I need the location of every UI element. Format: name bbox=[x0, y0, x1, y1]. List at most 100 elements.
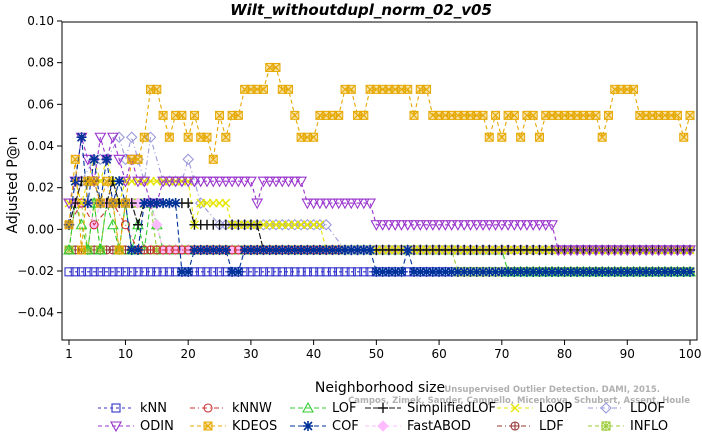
x-tick-label: 30 bbox=[243, 347, 258, 361]
data-point-knn bbox=[290, 267, 300, 277]
legend-item-cof: COF bbox=[290, 419, 359, 434]
legend-label: KDEOS bbox=[232, 419, 277, 434]
data-point-cof bbox=[170, 198, 181, 209]
data-point-cof bbox=[628, 266, 639, 277]
data-point-odin bbox=[219, 176, 232, 188]
data-point-cof bbox=[233, 266, 244, 277]
data-point-knn bbox=[334, 267, 344, 277]
data-point-cof bbox=[164, 198, 175, 209]
x-axis-label: Neighborhood size bbox=[315, 380, 445, 396]
data-point-cof bbox=[547, 266, 557, 277]
data-point-simplifiedlof bbox=[183, 198, 194, 209]
data-point-odin bbox=[539, 220, 552, 231]
series-kdeos bbox=[64, 62, 695, 255]
data-point-cof bbox=[647, 266, 658, 277]
data-point-odin bbox=[552, 245, 565, 257]
data-point-odin bbox=[646, 245, 659, 257]
data-point-odin bbox=[113, 154, 126, 166]
data-point-cof bbox=[496, 266, 507, 277]
data-point-knnw bbox=[89, 220, 99, 230]
data-point-knn bbox=[340, 267, 350, 277]
data-point-odin bbox=[307, 198, 320, 210]
data-point-cof bbox=[641, 266, 652, 277]
data-point-cof bbox=[616, 266, 626, 277]
data-point-kdeos bbox=[629, 84, 639, 94]
data-point-kdeos bbox=[597, 132, 607, 142]
data-point-odin bbox=[401, 220, 414, 231]
data-point-cof bbox=[609, 266, 620, 277]
data-point-knn bbox=[120, 267, 131, 277]
data-point-cof bbox=[634, 266, 645, 277]
data-point-odin bbox=[420, 220, 433, 231]
x-tick-label: 1 bbox=[65, 347, 73, 361]
data-point-knnw bbox=[158, 245, 168, 255]
y-axis-label: Adjusted P@n bbox=[5, 136, 21, 233]
watermark: Unsupervised Outlier Detection. DAMI, 20… bbox=[348, 385, 690, 406]
legend-item-knn: kNN bbox=[98, 401, 167, 416]
data-point-cof bbox=[390, 266, 401, 277]
data-point-knn bbox=[302, 267, 312, 277]
data-point-odin bbox=[671, 245, 684, 257]
legend-label: COF bbox=[332, 419, 359, 434]
legend-label: LDF bbox=[539, 419, 564, 434]
series-line-odin bbox=[68, 135, 690, 251]
axis-ticks: 1 10 20 30 40 50 60 70 80 90 100 −0.04 −0.02 0.00 0.02… bbox=[17, 14, 701, 361]
data-point-kdeos bbox=[77, 245, 87, 255]
data-point-knn bbox=[145, 267, 156, 277]
data-point-odin bbox=[445, 220, 458, 231]
legend-marker-odin bbox=[110, 421, 122, 433]
data-point-odin bbox=[157, 176, 170, 188]
series-line-ldof bbox=[68, 135, 690, 251]
data-point-odin bbox=[232, 176, 245, 188]
data-point-cof bbox=[371, 266, 382, 277]
data-point-cof bbox=[126, 244, 137, 255]
data-point-odin bbox=[357, 198, 370, 210]
data-point-odin bbox=[345, 198, 358, 210]
data-point-cof bbox=[427, 266, 438, 277]
data-point-cof bbox=[189, 244, 200, 255]
data-point-odin bbox=[483, 220, 496, 231]
legend-marker-ldof bbox=[600, 402, 612, 414]
data-point-odin bbox=[238, 176, 251, 188]
x-tick-label: 60 bbox=[431, 347, 446, 361]
data-point-odin bbox=[677, 245, 690, 257]
data-point-odin bbox=[395, 220, 408, 231]
data-point-odin bbox=[389, 220, 402, 231]
data-point-odin bbox=[132, 176, 144, 188]
data-point-cof bbox=[145, 198, 156, 209]
data-point-odin bbox=[470, 220, 483, 231]
data-point-cof bbox=[377, 266, 388, 277]
data-point-cof bbox=[409, 266, 419, 277]
data-point-kdeos bbox=[208, 154, 218, 164]
data-point-cof bbox=[258, 244, 269, 255]
data-point-odin bbox=[138, 176, 151, 188]
legend-marker-knnw bbox=[203, 403, 213, 413]
data-point-kdeos bbox=[271, 62, 281, 72]
legend-label: SimplifiedLOF bbox=[407, 401, 496, 416]
data-point-cof bbox=[133, 244, 143, 255]
data-point-odin bbox=[426, 220, 439, 231]
data-point-odin bbox=[288, 176, 301, 188]
legend-item-ldf: LDF bbox=[497, 419, 564, 434]
data-point-odin bbox=[364, 198, 377, 210]
y-tick-label: 0.02 bbox=[27, 181, 54, 195]
data-point-knn bbox=[315, 267, 325, 277]
data-point-kdeos bbox=[133, 154, 143, 164]
data-point-kdeos bbox=[183, 132, 193, 142]
data-point-odin bbox=[608, 245, 621, 257]
data-point-lof bbox=[106, 218, 119, 230]
data-point-odin bbox=[226, 176, 239, 188]
series-ldof bbox=[63, 131, 696, 256]
data-point-odin bbox=[464, 220, 477, 231]
data-point-cof bbox=[151, 198, 162, 209]
legend-item-fastabod: FastABOD bbox=[365, 419, 471, 434]
data-point-odin bbox=[326, 198, 339, 210]
data-point-ldof bbox=[320, 218, 332, 231]
series-lof bbox=[63, 196, 696, 277]
data-point-cof bbox=[503, 266, 514, 277]
data-point-cof bbox=[264, 244, 275, 255]
data-point-cof bbox=[271, 244, 281, 255]
data-point-cof bbox=[183, 266, 194, 277]
data-point-odin bbox=[244, 176, 257, 188]
